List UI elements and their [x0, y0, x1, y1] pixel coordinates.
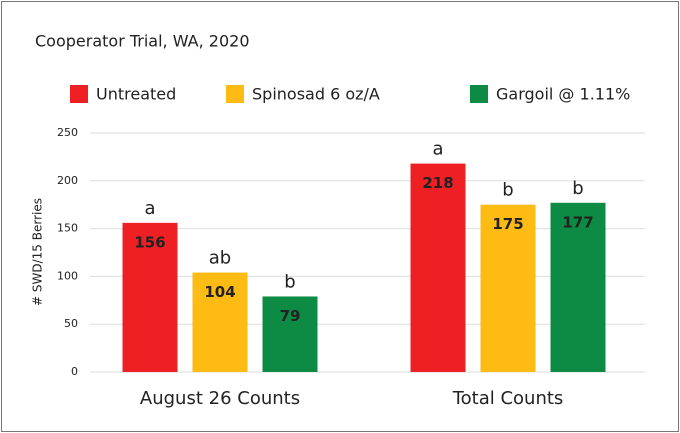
- x-tick-label: Total Counts: [452, 388, 564, 409]
- value-label: 218: [422, 174, 453, 192]
- bar: [262, 296, 318, 372]
- bar: [122, 222, 178, 372]
- value-label: 79: [280, 307, 301, 325]
- legend-swatch: [70, 85, 88, 103]
- legend-swatch: [470, 85, 488, 103]
- y-tick-label: 250: [57, 126, 78, 139]
- value-label: 104: [204, 283, 235, 301]
- y-tick-label: 100: [57, 269, 78, 282]
- significance-letter: b: [284, 271, 295, 292]
- legend-label: Spinosad 6 oz/A: [252, 85, 380, 104]
- legend-swatch: [226, 85, 244, 103]
- x-tick-label: August 26 Counts: [140, 388, 300, 409]
- y-tick-label: 150: [57, 222, 78, 235]
- significance-letter: b: [502, 180, 513, 201]
- chart-title: Cooperator Trial, WA, 2020: [35, 32, 250, 51]
- y-tick-label: 50: [64, 317, 78, 330]
- bar: [192, 272, 248, 372]
- value-label: 175: [492, 215, 523, 233]
- y-axis-label: # SWD/15 Berries: [31, 198, 45, 306]
- bar: [550, 202, 606, 372]
- legend-label: Gargoil @ 1.11%: [496, 85, 630, 104]
- value-label: 156: [134, 233, 165, 251]
- significance-letter: b: [572, 178, 583, 199]
- y-tick-label: 200: [57, 174, 78, 187]
- bar: [410, 163, 466, 372]
- y-tick-label: 0: [71, 365, 78, 378]
- legend-label: Untreated: [96, 85, 176, 104]
- bar: [480, 204, 536, 372]
- significance-letter: ab: [209, 248, 231, 269]
- value-label: 177: [562, 213, 593, 231]
- significance-letter: a: [432, 139, 443, 160]
- significance-letter: a: [144, 198, 155, 219]
